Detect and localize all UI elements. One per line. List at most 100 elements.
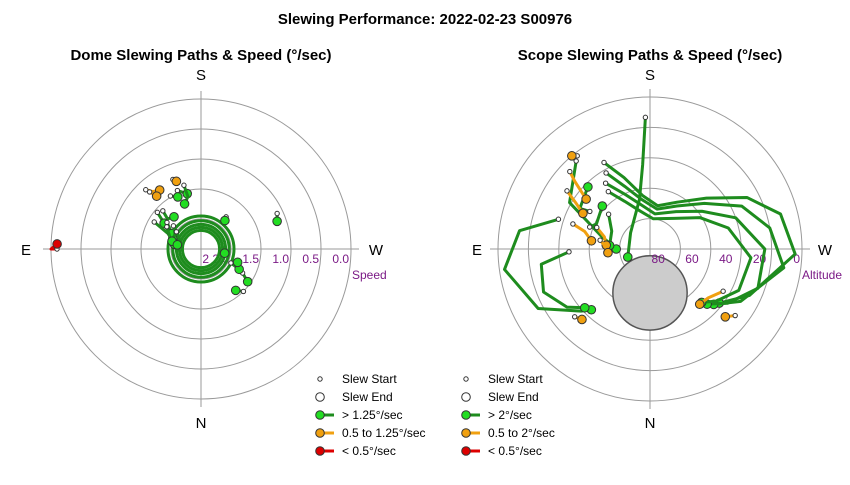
dome-slew-end-marker xyxy=(231,286,240,295)
dome-legend-label: > 1.25°/sec xyxy=(342,408,403,422)
dome-slew-start-marker xyxy=(182,183,186,187)
dome-slew-end-marker xyxy=(152,192,161,201)
scope-slew-path-line xyxy=(628,117,646,257)
dome-slew-end-marker xyxy=(221,216,230,225)
scope-legend-slow-marker xyxy=(462,447,471,456)
scope-slew-end-marker xyxy=(721,313,730,322)
dome-slew-start-marker xyxy=(241,289,245,293)
scope-legend-medium-marker xyxy=(462,429,471,438)
scope-slew-start-marker xyxy=(602,160,606,164)
scope-slew-start-marker xyxy=(598,238,602,242)
scope-legend-label: 0.5 to 2°/sec xyxy=(488,426,555,440)
dome-legend-fast-marker xyxy=(316,411,325,420)
dome-slew-start-marker xyxy=(275,211,279,215)
dome-tick-label: 1.5 xyxy=(242,252,259,266)
scope-compass-top: S xyxy=(645,67,655,84)
scope-slew-start-marker xyxy=(721,289,725,293)
dome-tick-label: 1.0 xyxy=(272,252,289,266)
dome-polar-grid xyxy=(43,91,359,407)
dome-legend-label: < 0.5°/sec xyxy=(342,444,396,458)
scope-chart: Scope Slewing Paths & Speed (°/sec) S N … xyxy=(462,47,843,458)
scope-slew-start-marker xyxy=(606,212,610,216)
dome-slew-start-marker xyxy=(175,188,179,192)
dome-chart-title: Dome Slewing Paths & Speed (°/sec) xyxy=(70,47,331,64)
scope-slew-start-marker xyxy=(567,250,571,254)
scope-slew-end-marker xyxy=(623,253,632,262)
scope-slew-start-marker xyxy=(595,225,599,229)
dome-compass-left: E xyxy=(21,242,31,259)
scope-polar-grid xyxy=(490,89,810,409)
scope-slew-end-marker xyxy=(582,195,591,204)
scope-slew-end-marker xyxy=(695,300,704,309)
dome-slew-start-marker xyxy=(161,209,165,213)
scope-slew-start-marker xyxy=(556,217,560,221)
dome-slew-end-marker xyxy=(273,217,282,226)
scope-slew-start-marker xyxy=(603,181,607,185)
scope-slew-start-marker xyxy=(587,225,591,229)
dome-tick-label: 0.0 xyxy=(332,252,349,266)
scope-legend-fast-marker xyxy=(462,411,471,420)
scope-slew-start-marker xyxy=(604,171,608,175)
scope-tick-label: 60 xyxy=(685,252,699,266)
scope-slew-end-marker xyxy=(568,152,577,161)
dome-slew-start-marker xyxy=(155,210,159,214)
dome-slew-start-marker xyxy=(147,190,151,194)
dome-legend-medium-marker xyxy=(316,429,325,438)
dome-chart: Dome Slewing Paths & Speed (°/sec) S N E… xyxy=(21,47,426,458)
scope-obscured-disk xyxy=(613,256,687,330)
scope-slew-start-marker xyxy=(565,189,569,193)
dome-slew-end-marker xyxy=(53,240,62,249)
dome-legend-label: 0.5 to 1.25°/sec xyxy=(342,426,426,440)
scope-slew-end-marker xyxy=(579,209,588,218)
scope-slew-path-line xyxy=(504,219,591,311)
dome-legend-start-symbol xyxy=(318,377,322,381)
scope-slew-end-marker xyxy=(584,183,593,192)
scope-slew-end-marker xyxy=(587,236,596,245)
dome-slew-end-marker xyxy=(172,177,181,186)
dome-slew-end-marker xyxy=(173,241,182,250)
dome-slew-end-marker xyxy=(170,213,179,222)
scope-slew-start-marker xyxy=(643,115,647,119)
scope-legend-end-symbol xyxy=(462,393,471,402)
dome-legend-label: Slew End xyxy=(342,390,393,404)
dome-slew-start-marker xyxy=(229,261,233,265)
scope-slew-end-marker xyxy=(578,315,587,324)
figure-title: Slewing Performance: 2022-02-23 S00976 xyxy=(278,11,572,28)
scope-tick-label: 40 xyxy=(719,252,733,266)
scope-legend-start-symbol xyxy=(464,377,468,381)
dome-slew-start-marker xyxy=(174,230,178,234)
scope-legend-label: Slew Start xyxy=(488,372,543,386)
scope-slew-start-marker xyxy=(733,313,737,317)
dome-slew-end-marker xyxy=(220,249,229,258)
dome-slew-start-marker xyxy=(165,220,169,224)
scope-slew-end-marker xyxy=(604,248,613,257)
dome-slew-end-marker xyxy=(180,200,189,209)
scope-tick-label: 80 xyxy=(652,252,666,266)
dome-tick-label: 0.5 xyxy=(302,252,319,266)
dome-radial-axis-label: Speed xyxy=(352,268,387,282)
scope-chart-title: Scope Slewing Paths & Speed (°/sec) xyxy=(518,47,782,64)
scope-slew-start-marker xyxy=(571,222,575,226)
dome-slew-start-marker xyxy=(152,220,156,224)
dome-tick-label-partial: 2 xyxy=(202,252,209,266)
scope-slew-start-marker xyxy=(588,209,592,213)
scope-radial-axis-label: Altitude xyxy=(802,268,842,282)
dome-compass-bottom: N xyxy=(196,415,207,432)
dome-compass-right: W xyxy=(369,242,384,259)
scope-slew-path-line xyxy=(541,252,584,308)
dome-legend-end-symbol xyxy=(316,393,325,402)
dome-slew-start-marker xyxy=(171,224,175,228)
dome-compass-top: S xyxy=(196,67,206,84)
scope-obscured-region xyxy=(613,256,687,330)
scope-slew-end-marker xyxy=(580,303,589,312)
dome-legend-slow-marker xyxy=(316,447,325,456)
scope-compass-right: W xyxy=(818,242,833,259)
scope-legend-label: > 2°/sec xyxy=(488,408,532,422)
dome-slew-start-marker xyxy=(168,194,172,198)
scope-slew-start-marker xyxy=(606,189,610,193)
scope-slew-end-marker xyxy=(598,202,607,211)
dome-slew-end-marker xyxy=(233,258,242,267)
